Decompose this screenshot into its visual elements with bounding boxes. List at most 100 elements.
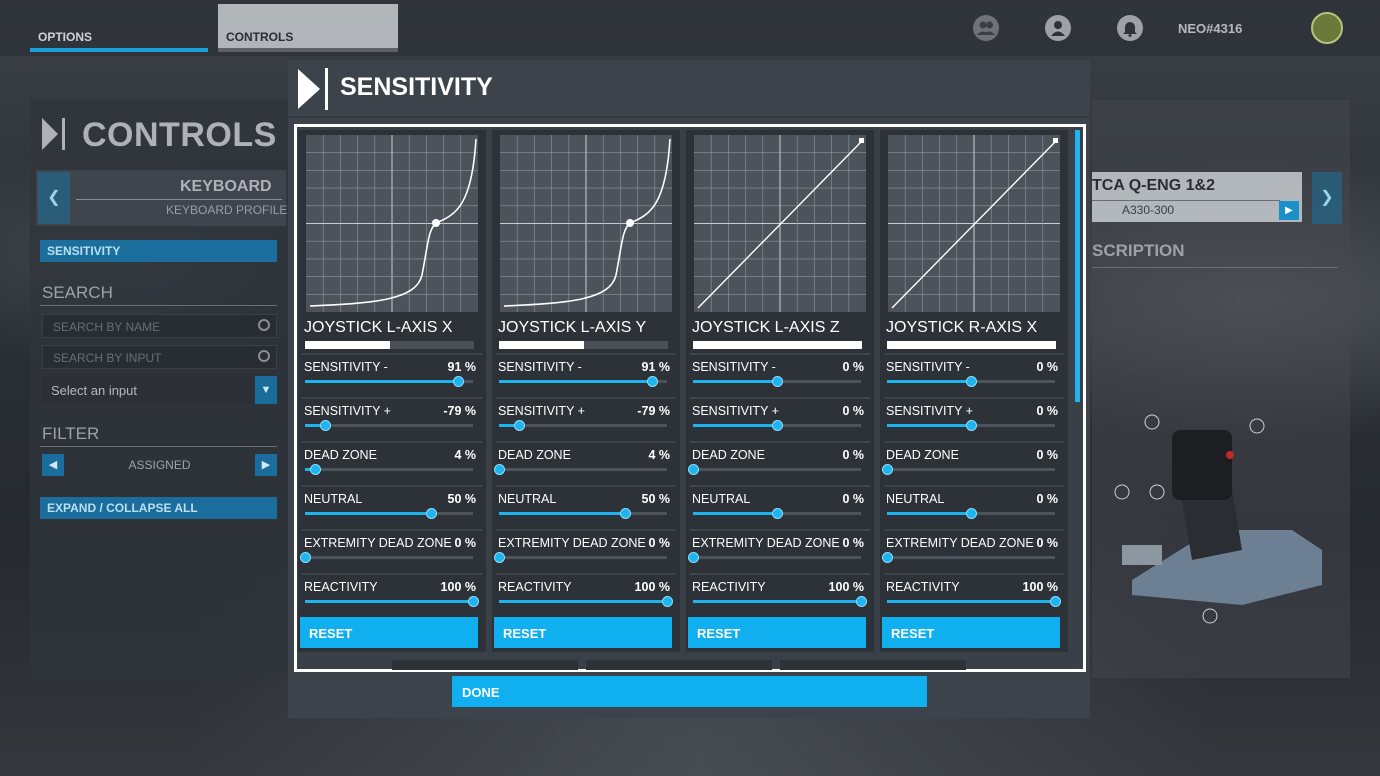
cards-scrollbar[interactable] [1075,130,1080,402]
axis-card: JOYSTICK R-AXIS X SENSITIVITY -0 % SENSITI… [880,130,1068,652]
slider-handle[interactable] [494,464,505,475]
notification-bell-icon[interactable] [1117,15,1143,41]
chevron-down-icon[interactable]: ▼ [255,376,277,404]
setting-slider[interactable] [305,596,479,607]
setting-value: -79 % [443,404,476,418]
slider-handle[interactable] [856,596,867,607]
row-divider [690,353,870,355]
input-position-fill [693,341,862,349]
search-by-input-placeholder: SEARCH BY INPUT [53,351,162,365]
sensitivity-curve-graph [694,135,866,312]
setting-slider[interactable] [887,420,1055,431]
slider-handle[interactable] [966,420,977,431]
slider-handle[interactable] [300,552,311,563]
row-divider [302,485,482,487]
setting-value: 0 % [1036,492,1058,506]
slider-handle[interactable] [468,596,479,607]
setting-slider[interactable] [887,508,1055,519]
slider-handle[interactable] [494,552,505,563]
slider-handle[interactable] [646,376,658,387]
slider-handle[interactable] [426,508,437,519]
setting-slider[interactable] [693,596,867,607]
filter-prev-button[interactable]: ◀ [42,454,64,476]
device-divider-right [1092,200,1280,201]
input-position-bar [887,341,1056,349]
setting-slider[interactable] [494,552,667,563]
avatar[interactable] [1311,12,1343,44]
setting-label: DEAD ZONE [304,448,377,462]
setting-label: DEAD ZONE [498,448,571,462]
slider-handle[interactable] [320,420,332,431]
slider-handle[interactable] [772,420,783,431]
slider-handle[interactable] [514,420,526,431]
category-sensitivity[interactable]: SENSITIVITY [40,240,277,262]
next-card-stub [586,660,772,670]
filter-next-button[interactable]: ▶ [255,454,277,476]
setting-slider[interactable] [887,376,1055,387]
device-profile-next-button[interactable]: ▶ [1279,201,1299,220]
setting-row: EXTREMITY DEAD ZONE 0 % [492,529,680,573]
row-divider [884,397,1064,399]
setting-slider[interactable] [499,376,667,387]
done-button[interactable]: DONE [452,676,927,707]
curve-point [432,219,440,227]
reset-button[interactable]: RESET [300,617,478,648]
setting-slider[interactable] [305,464,473,475]
setting-slider[interactable] [882,464,1055,475]
setting-label: SENSITIVITY + [886,404,973,418]
slider-handle[interactable] [1050,596,1061,607]
expand-collapse-all-button[interactable]: EXPAND / COLLAPSE ALL [40,497,277,519]
slider-handle[interactable] [688,552,699,563]
profile-icon[interactable] [1045,15,1071,41]
device-divider [76,199,282,200]
setting-slider[interactable] [494,464,667,475]
tab-controls[interactable]: CONTROLS [226,30,294,44]
search-by-name-input[interactable]: SEARCH BY NAME [42,314,277,338]
select-input-dropdown[interactable]: Select an input ▼ [42,376,277,404]
setting-slider[interactable] [499,596,673,607]
slider-handle[interactable] [310,464,322,475]
slider-handle[interactable] [688,464,699,475]
setting-slider[interactable] [693,420,861,431]
slider-handle[interactable] [662,596,673,607]
setting-slider[interactable] [688,464,861,475]
reset-button[interactable]: RESET [494,617,672,648]
setting-slider[interactable] [693,376,861,387]
setting-slider[interactable] [693,508,861,519]
friends-icon[interactable] [973,15,999,41]
reset-button[interactable]: RESET [882,617,1060,648]
setting-slider[interactable] [305,508,473,519]
reset-button[interactable]: RESET [688,617,866,648]
setting-slider[interactable] [300,552,473,563]
device-prev-button[interactable]: ❮ [38,172,70,224]
slider-fill [693,424,777,427]
setting-label: EXTREMITY DEAD ZONE [692,536,840,550]
row-divider [884,353,1064,355]
slider-handle[interactable] [452,376,464,387]
username[interactable]: NEO#4316 [1178,21,1243,36]
slider-handle[interactable] [772,376,783,387]
tab-options[interactable]: OPTIONS [38,30,93,44]
setting-slider[interactable] [499,508,667,519]
slider-handle[interactable] [966,376,977,387]
slider-handle[interactable] [620,508,631,519]
slider-handle[interactable] [772,508,783,519]
setting-row: REACTIVITY 100 % [880,573,1068,617]
setting-slider[interactable] [305,376,473,387]
search-by-input-input[interactable]: SEARCH BY INPUT [42,345,277,369]
slider-handle[interactable] [882,464,893,475]
setting-row: SENSITIVITY + 0 % [686,397,874,441]
slider-handle[interactable] [882,552,893,563]
setting-slider[interactable] [305,420,473,431]
slider-handle[interactable] [966,508,977,519]
setting-label: SENSITIVITY - [692,360,776,374]
device-next-button[interactable]: ❯ [1312,172,1342,224]
setting-label: NEUTRAL [886,492,945,506]
row-divider [690,573,870,575]
setting-slider[interactable] [499,420,667,431]
curve-point [859,138,864,143]
setting-slider[interactable] [887,596,1061,607]
setting-slider[interactable] [882,552,1055,563]
slider-fill [305,424,326,427]
setting-slider[interactable] [688,552,861,563]
